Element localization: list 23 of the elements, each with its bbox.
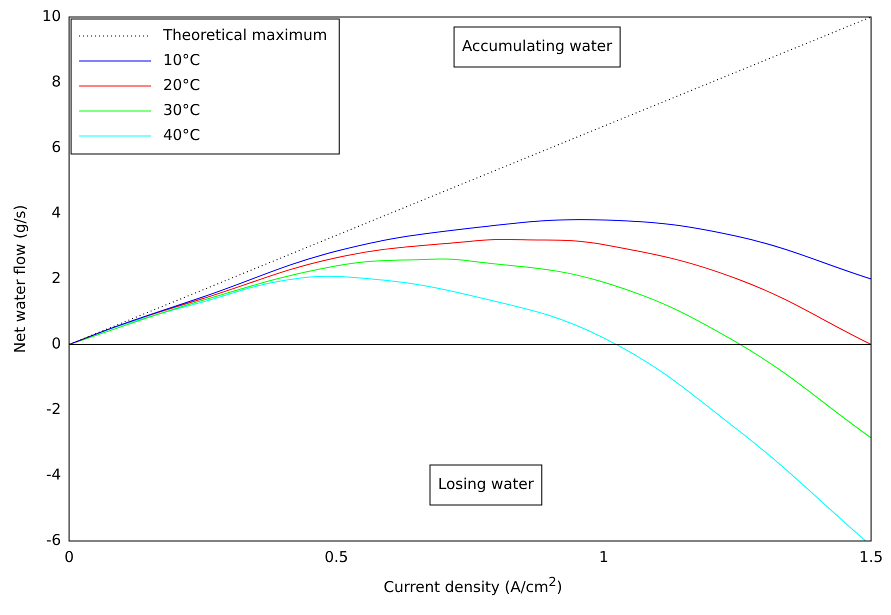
y-tick-label: -6 xyxy=(46,530,62,549)
y-tick-label: 2 xyxy=(52,268,62,287)
y-tick-label: 0 xyxy=(52,334,62,352)
legend-label: Theoretical maximum xyxy=(162,26,328,44)
y-tick-label: 10 xyxy=(42,6,62,25)
x-axis-title: Current density (A/cm$^{2}$) xyxy=(382,574,564,596)
x-tick-label: 1.5 xyxy=(859,548,883,566)
y-tick-label: -4 xyxy=(46,465,62,484)
y-tick-label: -2 xyxy=(46,400,62,418)
legend-label: 20°C xyxy=(163,76,200,94)
x-tick-label: 0.5 xyxy=(324,548,348,566)
annotation: Accumulating water xyxy=(462,36,613,55)
y-tick-label: 4 xyxy=(52,203,62,222)
annotation: Losing water xyxy=(438,474,535,493)
y-axis-title: Net water flow (g/s) xyxy=(10,204,29,354)
legend-label: 10°C xyxy=(163,50,200,69)
y-tick-label: 6 xyxy=(52,138,62,156)
line-series xyxy=(69,219,872,345)
legend-label: 40°C xyxy=(163,126,200,144)
x-tick-label: 1 xyxy=(598,548,609,566)
x-tick-label: 0 xyxy=(64,548,74,566)
y-tick-label: 8 xyxy=(52,72,62,90)
legend-label: 30°C xyxy=(163,100,200,119)
